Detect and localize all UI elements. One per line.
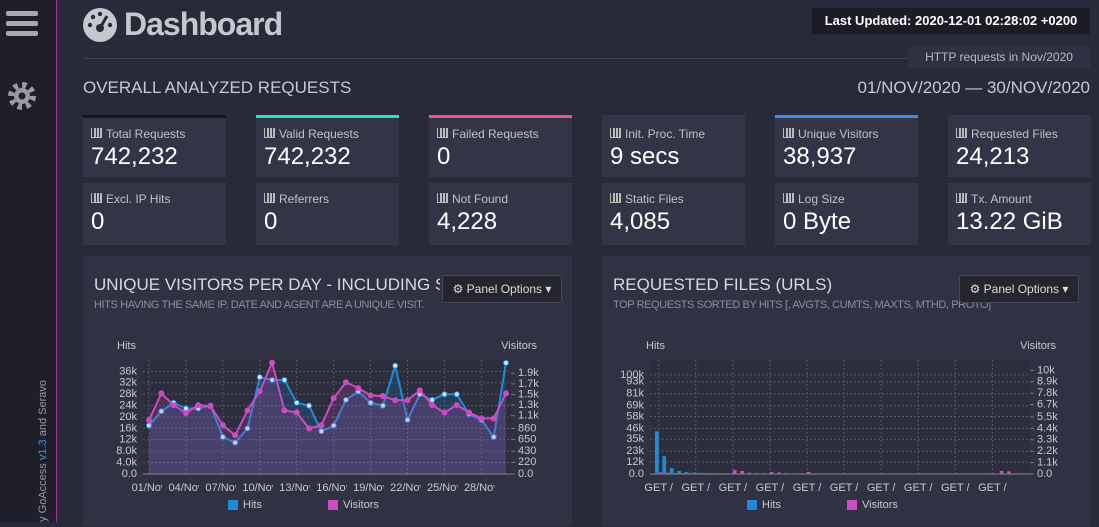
metric-card: Valid Requests 742,232 bbox=[256, 115, 399, 177]
chart-icon bbox=[783, 193, 794, 203]
chart-icon bbox=[437, 128, 448, 138]
metric-label: Total Requests bbox=[91, 127, 185, 141]
metric-label: Excl. IP Hits bbox=[91, 192, 170, 206]
metric-value: 4,085 bbox=[610, 208, 670, 236]
metric-label-text: Static Files bbox=[625, 192, 684, 206]
metric-label: Init. Proc. Time bbox=[610, 127, 705, 141]
chart-icon bbox=[264, 128, 275, 138]
metric-card: Init. Proc. Time 9 secs bbox=[602, 115, 745, 177]
metric-label: Log Size bbox=[783, 192, 845, 206]
panel-options-button[interactable]: ⚙ Panel Options ▾ bbox=[442, 275, 562, 303]
section-title: OVERALL ANALYZED REQUESTS bbox=[83, 78, 351, 98]
metric-label-text: Valid Requests bbox=[279, 127, 359, 141]
menu-icon[interactable] bbox=[6, 11, 38, 16]
metric-card: Unique Visitors 38,937 bbox=[775, 115, 918, 177]
button-label[interactable]: Panel Options bbox=[984, 282, 1059, 296]
metric-value: 9 secs bbox=[610, 143, 679, 171]
metric-label-text: Tx. Amount bbox=[971, 192, 1032, 206]
metric-value: 38,937 bbox=[783, 143, 856, 171]
last-updated: Last Updated: 2020-12-01 02:28:02 +0200 bbox=[812, 8, 1090, 34]
metric-label: Referrers bbox=[264, 192, 329, 206]
metric-label: Static Files bbox=[610, 192, 684, 206]
panel: REQUESTED FILES (URLS) TOP REQUESTS SORT… bbox=[602, 256, 1090, 526]
chart-icon bbox=[610, 128, 621, 138]
metric-label-text: Failed Requests bbox=[452, 127, 539, 141]
metric-value: 0 bbox=[91, 208, 104, 236]
metric-card: Requested Files 24,213 bbox=[948, 115, 1091, 177]
panel-subtitle: TOP REQUESTS SORTED BY HITS [, AVGTS, CU… bbox=[613, 299, 991, 311]
metric-value: 13.22 GiB bbox=[956, 208, 1063, 236]
chart-icon bbox=[91, 193, 102, 203]
metric-label: Valid Requests bbox=[264, 127, 359, 141]
panel-title: REQUESTED FILES (URLS) bbox=[613, 275, 959, 295]
metric-label: Not Found bbox=[437, 192, 508, 206]
dashboard-icon bbox=[82, 7, 120, 43]
metric-value: 0 Byte bbox=[783, 208, 851, 236]
date-range: 01/NOV/2020 — 30/NOV/2020 bbox=[858, 78, 1090, 98]
button-label[interactable]: Panel Options bbox=[467, 282, 542, 296]
sidebar-graphics: by GoAccess v1.3 and Seravo bbox=[0, 0, 56, 522]
version-link[interactable]: v1.3 bbox=[37, 439, 49, 460]
metric-label: Unique Visitors bbox=[783, 127, 878, 141]
settings-icon bbox=[19, 93, 26, 100]
chart-icon bbox=[783, 128, 794, 138]
metric-label-text: Not Found bbox=[452, 192, 508, 206]
chart-icon bbox=[437, 193, 448, 203]
panel: UNIQUE VISITORS PER DAY - INCLUDING SPID… bbox=[83, 256, 572, 526]
chart-icon bbox=[956, 128, 967, 138]
page-title: Dashboard bbox=[124, 6, 282, 43]
period-tab[interactable]: HTTP requests in Nov/2020 bbox=[908, 47, 1090, 68]
metric-value: 0 bbox=[437, 143, 450, 171]
credit-text: by GoAccess bbox=[37, 460, 49, 522]
metric-label-text: Init. Proc. Time bbox=[625, 127, 705, 141]
metric-value: 742,232 bbox=[264, 143, 351, 171]
panel-subtitle: HITS HAVING THE SAME IP, DATE AND AGENT … bbox=[94, 299, 424, 311]
metric-value: 742,232 bbox=[91, 143, 178, 171]
metric-label: Tx. Amount bbox=[956, 192, 1032, 206]
chart-icon bbox=[610, 193, 621, 203]
metric-card: Tx. Amount 13.22 GiB bbox=[948, 183, 1091, 245]
metric-card: Total Requests 742,232 bbox=[83, 115, 226, 177]
chart-icon bbox=[956, 193, 967, 203]
metric-card: Not Found 4,228 bbox=[429, 183, 572, 245]
metric-label-text: Unique Visitors bbox=[798, 127, 878, 141]
menu-icon[interactable] bbox=[6, 21, 38, 26]
metric-label: Requested Files bbox=[956, 127, 1058, 141]
metric-label-text: Excl. IP Hits bbox=[106, 192, 170, 206]
metric-value: 4,228 bbox=[437, 208, 497, 236]
panel-options-button[interactable]: ⚙ Panel Options ▾ bbox=[959, 275, 1079, 303]
metric-card: Static Files 4,085 bbox=[602, 183, 745, 245]
metric-label-text: Total Requests bbox=[106, 127, 185, 141]
metric-label-text: Requested Files bbox=[971, 127, 1058, 141]
credit: by GoAccess v1.3 and Seravo bbox=[37, 380, 49, 522]
metric-card: Log Size 0 Byte bbox=[775, 183, 918, 245]
credit-text: and Seravo bbox=[37, 380, 49, 439]
metric-label-text: Log Size bbox=[798, 192, 845, 206]
panel-title: UNIQUE VISITORS PER DAY - INCLUDING SPID… bbox=[94, 275, 440, 295]
metric-value: 0 bbox=[264, 208, 277, 236]
metric-label-text: Referrers bbox=[279, 192, 329, 206]
chart-icon bbox=[264, 193, 275, 203]
chart-icon bbox=[91, 128, 102, 138]
sidebar: by GoAccess v1.3 and Seravo bbox=[0, 0, 57, 522]
metric-label: Failed Requests bbox=[437, 127, 539, 141]
metric-value: 24,213 bbox=[956, 143, 1029, 171]
menu-icon[interactable] bbox=[6, 31, 38, 36]
